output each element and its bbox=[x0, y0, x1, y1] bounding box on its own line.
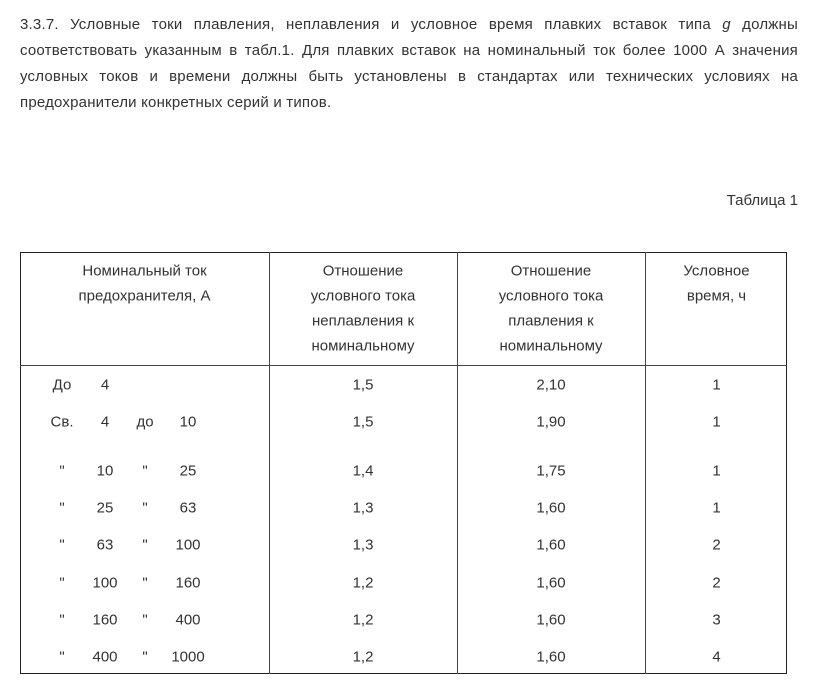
range-text: " bbox=[59, 574, 65, 592]
header-text: номинальному bbox=[311, 337, 415, 355]
cell-text: 4 bbox=[712, 648, 721, 666]
cell-text: 1,60 bbox=[536, 611, 566, 629]
range-text: " bbox=[142, 536, 148, 554]
range-text: 63 bbox=[96, 536, 114, 554]
range-text: 100 bbox=[175, 536, 201, 554]
range-text: 25 bbox=[96, 499, 114, 517]
header-text: время, ч bbox=[686, 287, 747, 305]
range-text: 400 bbox=[175, 611, 201, 629]
text: должны соответствовать указанным в табл.… bbox=[20, 16, 798, 111]
range-text: 10 bbox=[179, 413, 197, 431]
cell-text: 1,2 bbox=[352, 611, 374, 629]
header-text: предохранителя, А bbox=[78, 287, 211, 305]
range-text: " bbox=[142, 462, 148, 480]
range-text: 400 bbox=[92, 648, 118, 666]
cell-text: 1,2 bbox=[352, 574, 374, 592]
cell-text: 1,2 bbox=[352, 648, 374, 666]
range-text: " bbox=[142, 574, 148, 592]
cell-text: 1 bbox=[712, 499, 721, 517]
range-text: 63 bbox=[179, 499, 197, 517]
range-text: 4 bbox=[100, 376, 110, 394]
cell-text: 1,60 bbox=[536, 574, 566, 592]
range-text: 10 bbox=[96, 462, 114, 480]
header-text: номинальному bbox=[499, 337, 603, 355]
cell-text: 3 bbox=[712, 611, 721, 629]
range-text: 1000 bbox=[171, 648, 205, 666]
range-text: 160 bbox=[92, 611, 118, 629]
header-text: Отношение bbox=[510, 262, 592, 280]
text: 3.3.7. Условные токи плавления, неплавле… bbox=[20, 16, 711, 33]
cell-text: 1,60 bbox=[536, 536, 566, 554]
cell-text: 1 bbox=[712, 413, 721, 431]
cell-text: 1,60 bbox=[536, 499, 566, 517]
cell-text: 1,3 bbox=[352, 499, 374, 517]
range-text: Св. bbox=[50, 413, 74, 431]
cell-text: 1,3 bbox=[352, 536, 374, 554]
range-text: 160 bbox=[175, 574, 201, 592]
header-text: Отношение bbox=[322, 262, 404, 280]
header-text: Условное bbox=[683, 262, 750, 280]
table-frame bbox=[20, 252, 787, 674]
text-italic: g bbox=[722, 16, 731, 33]
cell-text: 2 bbox=[712, 536, 721, 554]
table-caption: Таблица 1 bbox=[726, 192, 798, 209]
header-text: плавления к bbox=[508, 312, 594, 330]
header-text: условного тока bbox=[498, 287, 604, 305]
header-text: Номинальный ток bbox=[82, 262, 207, 280]
cell-text: 1,75 bbox=[536, 462, 566, 480]
range-text: До bbox=[52, 376, 72, 394]
header-text: неплавления к bbox=[311, 312, 415, 330]
range-text: " bbox=[142, 499, 148, 517]
header-separator bbox=[20, 365, 787, 366]
cell-text: 2 bbox=[712, 574, 721, 592]
column-separator bbox=[457, 252, 458, 674]
cell-text: 2,10 bbox=[536, 376, 566, 394]
paragraph: 3.3.7. Условные токи плавления, неплавле… bbox=[20, 12, 798, 116]
range-text: " bbox=[59, 611, 65, 629]
range-text: " bbox=[59, 536, 65, 554]
cell-text: 1 bbox=[712, 376, 721, 394]
cell-text: 1,90 bbox=[536, 413, 566, 431]
cell-text: 1,60 bbox=[536, 648, 566, 666]
range-text: " bbox=[142, 611, 148, 629]
range-text: " bbox=[59, 648, 65, 666]
range-text: 25 bbox=[179, 462, 197, 480]
cell-text: 1,4 bbox=[352, 462, 374, 480]
column-separator bbox=[645, 252, 646, 674]
range-text: " bbox=[59, 499, 65, 517]
range-text: " bbox=[142, 648, 148, 666]
cell-text: 1,5 bbox=[352, 376, 374, 394]
range-text: " bbox=[59, 462, 65, 480]
range-text: до bbox=[136, 413, 154, 431]
cell-text: 1,5 bbox=[352, 413, 374, 431]
range-text: 100 bbox=[92, 574, 118, 592]
cell-text: 1 bbox=[712, 462, 721, 480]
header-text: условного тока bbox=[310, 287, 416, 305]
range-text: 4 bbox=[100, 413, 110, 431]
column-separator bbox=[269, 252, 270, 674]
